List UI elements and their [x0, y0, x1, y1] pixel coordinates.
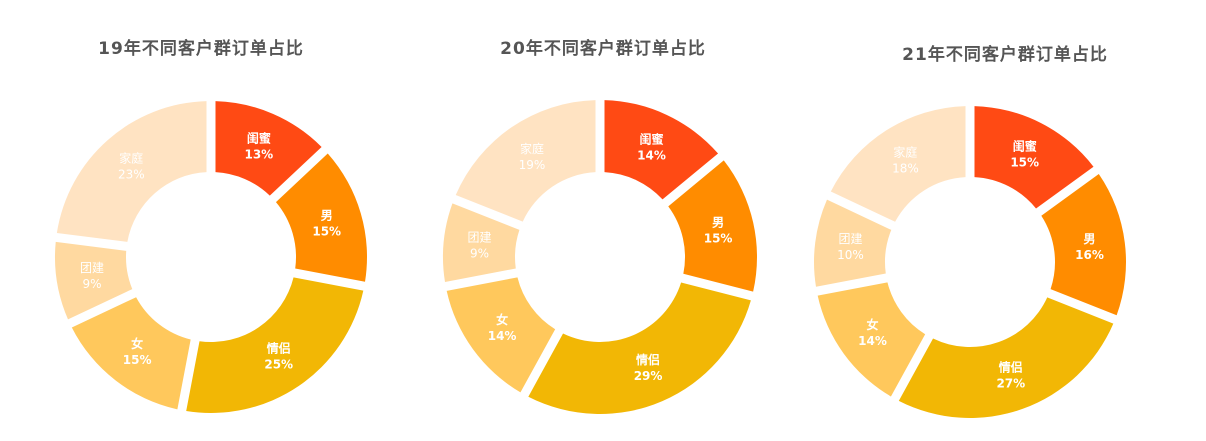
slice-category-label: 男 [321, 208, 333, 222]
slice-value-label: 25% [264, 358, 293, 372]
slice-value-label: 15% [1010, 156, 1039, 170]
slice-category-label: 家庭 [119, 151, 143, 166]
slice-category-label: 家庭 [520, 141, 544, 156]
slice-闺蜜 [215, 101, 322, 196]
slice-value-label: 14% [488, 329, 517, 343]
slice-value-label: 14% [858, 334, 887, 348]
slice-女 [817, 282, 926, 397]
slice-家庭 [56, 101, 207, 242]
slice-value-label: 15% [312, 224, 341, 238]
slice-团建 [443, 203, 520, 282]
slice-情侣 [528, 282, 751, 414]
slice-家庭 [830, 106, 966, 222]
slice-value-label: 14% [637, 149, 666, 163]
slice-家庭 [455, 100, 596, 222]
slice-category-label: 女 [867, 317, 879, 332]
slice-category-label: 闺蜜 [1013, 139, 1037, 154]
donut-chart-2021: 21年不同客户群订单占比 闺蜜 15% 男 16% 情侣 27% 女 14% 团建 10% 家庭 18… [804, 0, 1206, 441]
slice-category-label: 情侣 [999, 359, 1023, 374]
slice-value-label: 10% [837, 248, 864, 262]
slice-value-label: 9% [470, 247, 489, 261]
slice-value-label: 13% [244, 147, 273, 161]
slice-男 [1041, 173, 1126, 316]
slice-category-label: 情侣 [636, 352, 660, 367]
slice-category-label: 闺蜜 [247, 130, 271, 145]
slice-value-label: 16% [1075, 248, 1104, 262]
slice-category-label: 男 [712, 216, 724, 230]
slice-category-label: 团建 [838, 232, 862, 246]
donut-svg: 闺蜜 15% 男 16% 情侣 27% 女 14% 团建 10% 家庭 18% [814, 106, 1126, 418]
chart-title: 20年不同客户群订单占比 [500, 39, 706, 59]
slice-value-label: 23% [118, 168, 145, 182]
slice-category-label: 男 [1084, 232, 1096, 246]
slice-情侣 [898, 297, 1114, 418]
slice-category-label: 闺蜜 [640, 132, 664, 147]
slice-团建 [54, 241, 133, 320]
slice-value-label: 19% [519, 158, 546, 172]
slice-value-label: 15% [123, 353, 152, 367]
donut-chart-2019: 19年不同客户群订单占比 闺蜜 13% 男 15% 情侣 25% 女 15% 团建 9% 家庭 23% [0, 0, 402, 441]
chart-title: 19年不同客户群订单占比 [98, 39, 304, 59]
slice-团建 [814, 199, 892, 287]
donut-svg: 闺蜜 13% 男 15% 情侣 25% 女 15% 团建 9% 家庭 23% [54, 101, 368, 414]
donut-svg: 闺蜜 14% 男 15% 情侣 29% 女 14% 团建 9% 家庭 19% [443, 100, 757, 414]
slice-category-label: 女 [496, 312, 508, 327]
slice-男 [275, 153, 368, 282]
slice-情侣 [186, 277, 364, 414]
slice-category-label: 女 [131, 336, 143, 351]
slice-category-label: 团建 [468, 231, 492, 245]
slice-value-label: 15% [704, 232, 733, 246]
slice-value-label: 29% [634, 369, 663, 383]
slice-闺蜜 [604, 100, 719, 200]
slice-category-label: 团建 [80, 261, 104, 275]
slice-value-label: 9% [82, 277, 101, 291]
slice-value-label: 18% [892, 161, 919, 175]
slice-男 [668, 160, 757, 292]
donut-chart-2020: 20年不同客户群订单占比 闺蜜 14% 男 15% 情侣 29% 女 14% 团建 9% 家庭 19% [402, 0, 804, 441]
slice-category-label: 情侣 [267, 341, 291, 356]
slice-category-label: 家庭 [893, 144, 917, 159]
slice-女 [446, 277, 556, 393]
slice-女 [71, 297, 191, 410]
chart-title: 21年不同客户群订单占比 [902, 45, 1108, 65]
slice-闺蜜 [974, 106, 1094, 209]
slice-value-label: 27% [996, 376, 1025, 390]
